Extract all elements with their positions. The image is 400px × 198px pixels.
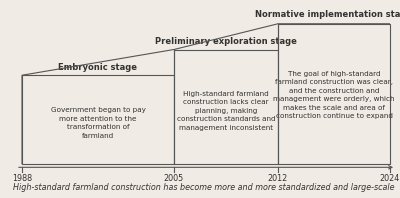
Bar — [278, 24, 390, 164]
Text: Embryonic stage: Embryonic stage — [58, 63, 138, 72]
Bar — [22, 75, 174, 164]
Text: High-standard farmland
construction lacks clear
planning, making
construction st: High-standard farmland construction lack… — [177, 91, 275, 131]
Bar — [174, 50, 278, 164]
Text: High-standard farmland construction has become more and more standardized and la: High-standard farmland construction has … — [13, 183, 395, 192]
Text: 2024: 2024 — [380, 174, 400, 183]
Text: 2005: 2005 — [164, 174, 184, 183]
Text: Preliminary exploration stage: Preliminary exploration stage — [155, 37, 297, 46]
Text: 2012: 2012 — [268, 174, 288, 183]
Text: Government began to pay
more attention to the
transformation of
farmland: Government began to pay more attention t… — [50, 107, 146, 139]
Text: Normative implementation stage: Normative implementation stage — [256, 10, 400, 19]
Text: 1988: 1988 — [12, 174, 32, 183]
Text: The goal of high-standard
farmland construction was clear,
and the construction : The goal of high-standard farmland const… — [273, 71, 395, 119]
